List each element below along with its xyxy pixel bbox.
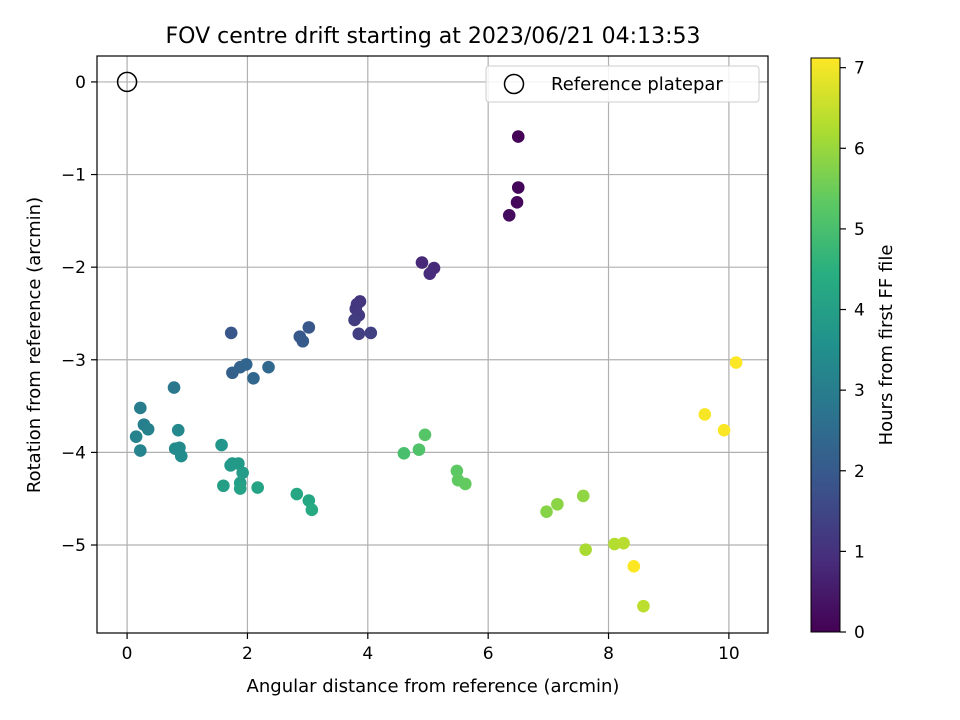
- data-point: [540, 505, 553, 518]
- data-point: [215, 438, 228, 452]
- data-point: [511, 130, 525, 143]
- grid-lines: [97, 56, 768, 633]
- legend: Reference platepar: [485, 65, 760, 103]
- x-tick-label: 6: [483, 644, 494, 664]
- colorbar-tick-label: 5: [854, 220, 865, 240]
- colorbar-tick-label: 3: [854, 381, 865, 401]
- data-point: [290, 487, 304, 501]
- data-point: [458, 477, 472, 491]
- colorbar-gradient: [810, 57, 841, 633]
- data-point: [171, 423, 185, 437]
- y-tick-label: −2: [61, 258, 86, 278]
- data-point: [233, 482, 247, 495]
- data-point: [551, 497, 564, 511]
- data-point: [450, 464, 464, 478]
- data-point: [627, 560, 641, 573]
- legend-box: [485, 65, 760, 103]
- x-tick-label: 2: [242, 644, 253, 664]
- colorbar-tick-label: 2: [854, 462, 865, 482]
- reference-marker-group: [116, 71, 138, 93]
- data-point: [352, 327, 366, 341]
- data-point: [224, 326, 238, 340]
- data-point: [247, 372, 260, 385]
- data-point: [134, 401, 147, 415]
- data-point: [348, 313, 361, 327]
- data-point: [134, 444, 147, 457]
- x-tick-label: 0: [122, 644, 133, 664]
- data-point: [418, 428, 432, 442]
- data-point: [423, 267, 437, 280]
- legend-entry-reference-platepar: Reference platepar: [551, 74, 723, 95]
- y-tick-label: −1: [61, 166, 86, 186]
- y-axis-label: Rotation from reference (arcmin): [24, 197, 45, 493]
- data-point: [637, 599, 650, 613]
- data-point: [576, 489, 590, 503]
- data-point: [262, 360, 275, 374]
- x-tick-label: 4: [362, 644, 373, 664]
- data-point: [217, 479, 230, 493]
- colorbar-label: Hours from first FF file: [876, 245, 897, 446]
- colorbar-tick-label: 0: [854, 623, 865, 643]
- data-point: [510, 196, 524, 209]
- data-point: [412, 443, 426, 456]
- data-point: [415, 256, 429, 269]
- plot-frame: [96, 55, 769, 634]
- data-point: [579, 543, 592, 556]
- reference-platepar-marker: [116, 71, 138, 93]
- data-point: [129, 430, 143, 443]
- y-tick-label: −5: [61, 536, 86, 556]
- data-points: [129, 130, 743, 613]
- data-point: [174, 449, 188, 463]
- x-axis-label: Angular distance from reference (arcmin): [247, 676, 620, 697]
- data-point: [729, 356, 743, 369]
- data-point: [305, 503, 319, 517]
- data-point: [141, 422, 155, 436]
- data-point: [236, 466, 249, 480]
- y-tick-label: −3: [61, 351, 86, 371]
- data-point: [511, 181, 525, 194]
- x-tick-label: 10: [718, 644, 740, 664]
- data-point: [617, 536, 630, 550]
- colorbar-tick-label: 7: [854, 59, 865, 79]
- colorbar-tick-label: 6: [854, 139, 865, 159]
- data-point: [717, 423, 731, 437]
- colorbar-ticks: 0 1 2 3 4 5 6 7: [840, 59, 865, 643]
- data-point: [364, 326, 378, 340]
- x-tick-label: 8: [603, 644, 614, 664]
- chart-title: FOV centre drift starting at 2023/06/21 …: [166, 24, 701, 49]
- data-point: [302, 321, 316, 334]
- legend-marker: [503, 73, 525, 95]
- data-point: [296, 334, 310, 348]
- x-axis-ticks: 0 2 4 6 8 10: [122, 633, 740, 664]
- data-point: [502, 209, 516, 222]
- data-point: [698, 408, 712, 421]
- y-tick-label: 0: [75, 73, 86, 93]
- y-tick-label: −4: [61, 443, 86, 463]
- data-point: [251, 481, 264, 494]
- colorbar-tick-label: 4: [854, 301, 865, 321]
- data-point: [239, 358, 253, 371]
- data-point: [397, 447, 411, 460]
- colorbar: 0 1 2 3 4 5 6 7 Hours from first FF file: [810, 57, 897, 643]
- y-axis-ticks: 0 −1 −2 −3 −4 −5: [61, 73, 97, 556]
- colorbar-tick-label: 1: [854, 542, 865, 562]
- data-point: [167, 381, 181, 394]
